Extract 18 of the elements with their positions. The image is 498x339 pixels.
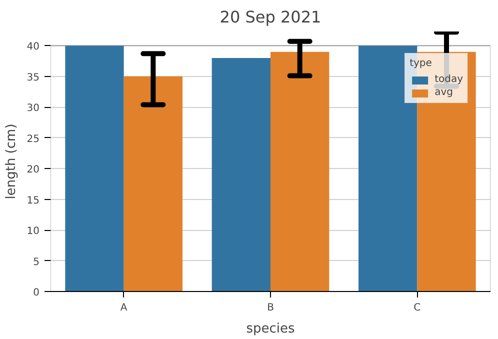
y-tick-label: 30 xyxy=(26,103,40,114)
y-tick-label: 0 xyxy=(33,288,40,298)
x-tick-label: B xyxy=(267,302,274,314)
legend-title: type xyxy=(410,58,433,69)
legend-label: today xyxy=(434,74,463,85)
y-tick-label: 40 xyxy=(26,42,40,53)
y-tick-label: 35 xyxy=(26,72,40,84)
legend-label: avg xyxy=(434,87,454,98)
x-tick-label: C xyxy=(414,302,421,314)
chart-title: 20 Sep 2021 xyxy=(220,8,322,26)
y-tick-label: 15 xyxy=(26,195,40,206)
x-tick-label: A xyxy=(120,302,128,314)
y-axis-title: length (cm) xyxy=(4,124,19,200)
y-tick-label: 20 xyxy=(26,164,40,176)
x-axis-title: species xyxy=(246,322,296,336)
y-tick-label: 5 xyxy=(33,256,40,268)
y-tick-label: 25 xyxy=(26,134,40,145)
y-tick-label: 10 xyxy=(26,226,40,238)
